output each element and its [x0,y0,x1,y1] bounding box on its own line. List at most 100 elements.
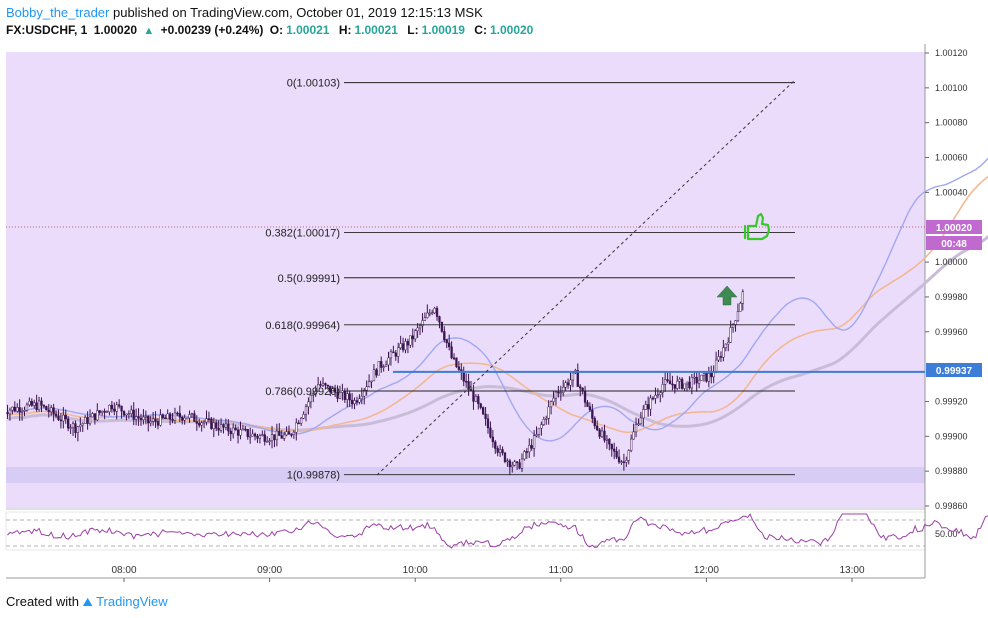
candle-body [474,396,478,402]
candle-body [651,397,655,400]
price-chart[interactable]: 0(1.00103) 0.382(1.00017) 0.5(0.99991) 0.61… [0,44,988,592]
candle-body [448,342,451,348]
candle-body [710,373,713,378]
footer-credit: Created with ⛰ TradingView [6,594,168,610]
candle-body [130,409,133,414]
candle-body [47,409,50,413]
candle-body [217,428,220,431]
candle-body [588,406,592,411]
candle-body [625,460,628,463]
candle-body [484,413,487,420]
candle-body [244,428,247,431]
candle-body [523,451,526,460]
price-change: +0.00239 (+0.24%) [160,23,264,37]
candle-body [431,312,434,315]
candle-body [166,413,169,420]
candle-body [45,406,48,411]
candle-body [115,404,118,412]
candle-body [176,412,179,415]
candle-body [542,418,545,425]
candle-body [275,430,279,441]
x-tick-label: 08:00 [111,565,136,576]
candle-body [503,452,507,462]
candle-body [520,458,524,469]
candle-body [649,397,652,410]
candle-body [712,372,715,378]
candle-body [285,431,288,436]
candle-body [668,380,672,385]
candle-body [93,413,97,421]
candle-body [452,357,456,360]
candle-body [428,312,431,315]
author-link[interactable]: Bobby_the_trader [6,5,110,20]
candle-body [477,396,480,404]
candle-body [358,398,361,403]
candle-body [59,419,63,422]
candle-body [491,436,495,443]
candle-body [151,418,155,422]
candle-body [343,390,346,400]
y-tick-label: 0.99980 [935,292,968,302]
candle-body [144,415,147,418]
candle-body [421,320,424,327]
candle-body [656,394,660,397]
symbol-label[interactable]: FX:USDCHF, 1 [6,23,88,37]
candle-body [110,404,114,410]
y-tick-label: 1.00000 [935,257,968,267]
candle-body [91,413,94,418]
y-tick-label: 0.99900 [935,431,968,441]
candle-body [642,409,645,419]
candle-body [84,417,87,424]
chart-header: Bobby_the_trader published on TradingVie… [0,0,988,44]
fib-level-label: 0.618(0.99964) [265,320,340,332]
candle-body [443,331,446,340]
ohlc-low: L: 1.00019 [407,23,465,37]
candle-body [125,413,128,416]
candle-body [173,412,177,421]
candle-body [16,407,19,412]
candle-body [147,415,150,424]
candle-body [198,423,201,426]
candle-body [489,427,492,438]
candle-body [117,404,121,407]
candle-body [11,406,14,411]
candle-body [215,422,218,429]
candle-body [64,414,67,420]
candle-body [88,416,92,424]
candle-body [283,434,286,439]
svg-text:1.00020: 1.00020 [936,223,973,234]
up-arrow-icon[interactable] [716,285,738,306]
candle-body [8,409,12,415]
candle-body [414,330,417,340]
candle-body [571,372,575,381]
hline-price-badge: 0.99937 [926,363,982,377]
candle-body [445,339,448,344]
candle-body [212,422,215,429]
candle-body [591,409,594,419]
candle-body [210,418,213,429]
candle-body [392,351,395,354]
candle-body [134,416,138,420]
candle-body [57,415,60,421]
candle-body [185,417,189,420]
candle-body [673,384,677,389]
candle-body [637,423,640,426]
candle-body [683,383,686,389]
candle-body [508,460,511,468]
tradingview-brand-link[interactable]: TradingView [96,594,168,609]
candle-body [557,391,560,394]
candle-body [188,414,191,419]
last-price: 1.00020 [93,23,138,37]
y-tick-label: 0.99860 [935,501,968,511]
candle-body [438,316,441,323]
candle-body [596,425,599,431]
candle-body [528,445,531,453]
candle-body [416,327,419,332]
candle-body [156,421,160,426]
candle-body [680,378,684,389]
candle-body [13,406,16,412]
candle-body [705,373,708,382]
candle-body [467,381,470,390]
candle-body [515,461,519,464]
thumbs-up-icon[interactable] [743,212,771,241]
